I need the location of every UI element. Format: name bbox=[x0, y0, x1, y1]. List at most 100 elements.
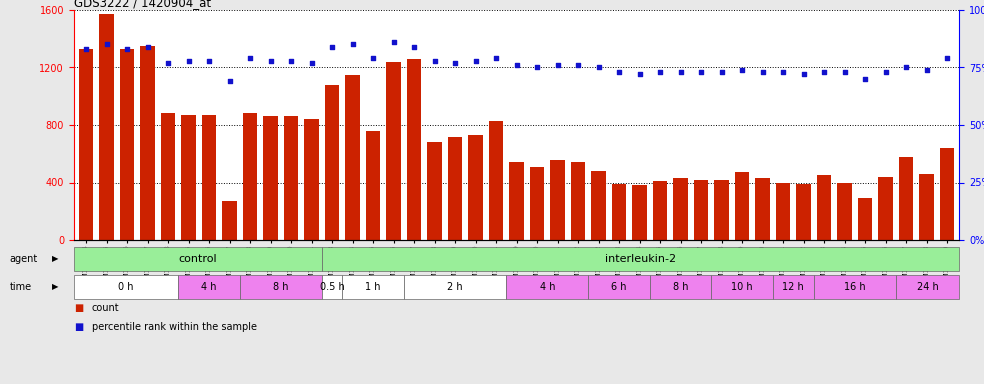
Bar bbox=[468, 135, 483, 240]
Bar bbox=[284, 116, 298, 240]
Point bbox=[590, 65, 606, 71]
Bar bbox=[304, 119, 319, 240]
Point bbox=[119, 46, 135, 52]
Text: 1 h: 1 h bbox=[365, 282, 381, 292]
Bar bbox=[120, 49, 134, 240]
Point bbox=[673, 69, 689, 75]
Text: 8 h: 8 h bbox=[673, 282, 689, 292]
Point bbox=[325, 44, 340, 50]
Bar bbox=[895, 275, 959, 300]
Text: 16 h: 16 h bbox=[844, 282, 866, 292]
Bar bbox=[858, 198, 872, 240]
Point bbox=[713, 69, 729, 75]
Bar bbox=[772, 275, 814, 300]
Bar bbox=[141, 46, 154, 240]
Bar bbox=[735, 172, 749, 240]
Bar bbox=[633, 185, 646, 240]
Point bbox=[919, 67, 935, 73]
Point bbox=[221, 78, 237, 84]
Bar bbox=[588, 275, 649, 300]
Text: 10 h: 10 h bbox=[731, 282, 753, 292]
Bar bbox=[322, 247, 959, 271]
Text: 8 h: 8 h bbox=[274, 282, 288, 292]
Bar bbox=[322, 275, 342, 300]
Point bbox=[304, 60, 320, 66]
Point bbox=[611, 69, 627, 75]
Text: count: count bbox=[92, 303, 119, 313]
Bar bbox=[817, 175, 831, 240]
Point bbox=[940, 55, 955, 61]
Point bbox=[386, 39, 401, 45]
Point bbox=[878, 69, 893, 75]
Text: 4 h: 4 h bbox=[202, 282, 216, 292]
Point bbox=[181, 58, 197, 64]
Text: GDS3222 / 1420904_at: GDS3222 / 1420904_at bbox=[74, 0, 211, 9]
Text: agent: agent bbox=[10, 254, 38, 264]
Bar bbox=[161, 114, 175, 240]
Bar bbox=[387, 62, 400, 240]
Bar bbox=[591, 171, 606, 240]
Bar bbox=[711, 275, 772, 300]
Point bbox=[98, 41, 114, 48]
Bar bbox=[837, 182, 852, 240]
Bar bbox=[940, 148, 954, 240]
Bar bbox=[879, 177, 892, 240]
Point bbox=[817, 69, 832, 75]
Bar bbox=[240, 275, 322, 300]
Point bbox=[836, 69, 852, 75]
Point bbox=[202, 58, 217, 64]
Bar bbox=[325, 85, 339, 240]
Bar bbox=[612, 184, 626, 240]
Bar bbox=[756, 178, 769, 240]
Point bbox=[140, 44, 155, 50]
Point bbox=[898, 65, 914, 71]
Bar bbox=[342, 275, 403, 300]
Bar bbox=[202, 115, 216, 240]
Bar bbox=[99, 14, 114, 240]
Point bbox=[283, 58, 299, 64]
Bar bbox=[243, 114, 257, 240]
Bar bbox=[489, 121, 503, 240]
Bar bbox=[776, 182, 790, 240]
Point bbox=[406, 44, 422, 50]
Bar bbox=[448, 136, 462, 240]
Point bbox=[263, 58, 278, 64]
Text: 6 h: 6 h bbox=[611, 282, 627, 292]
Text: ■: ■ bbox=[74, 322, 83, 332]
Point bbox=[488, 55, 504, 61]
Bar bbox=[571, 162, 585, 240]
Bar bbox=[694, 180, 708, 240]
Text: 24 h: 24 h bbox=[917, 282, 939, 292]
Text: ▶: ▶ bbox=[52, 283, 59, 291]
Point bbox=[857, 76, 873, 82]
Point bbox=[796, 71, 812, 78]
Point bbox=[242, 55, 258, 61]
Point bbox=[755, 69, 770, 75]
Bar bbox=[796, 184, 811, 240]
Point bbox=[775, 69, 791, 75]
Point bbox=[529, 65, 545, 71]
Point bbox=[160, 60, 176, 66]
Text: 2 h: 2 h bbox=[448, 282, 462, 292]
Bar bbox=[264, 116, 277, 240]
Point bbox=[550, 62, 566, 68]
Bar bbox=[79, 49, 93, 240]
Point bbox=[509, 62, 524, 68]
Point bbox=[571, 62, 586, 68]
Point bbox=[694, 69, 709, 75]
Text: 4 h: 4 h bbox=[539, 282, 555, 292]
Bar bbox=[530, 167, 544, 240]
Bar bbox=[222, 201, 237, 240]
Point bbox=[79, 46, 94, 52]
Text: time: time bbox=[10, 282, 31, 292]
Text: interleukin-2: interleukin-2 bbox=[605, 254, 676, 264]
Bar bbox=[899, 157, 913, 240]
Bar bbox=[649, 275, 711, 300]
Text: control: control bbox=[178, 254, 217, 264]
Bar bbox=[550, 159, 565, 240]
Text: percentile rank within the sample: percentile rank within the sample bbox=[92, 322, 257, 332]
Point bbox=[344, 41, 360, 48]
Point bbox=[467, 58, 483, 64]
Bar bbox=[427, 142, 442, 240]
Bar bbox=[345, 74, 360, 240]
